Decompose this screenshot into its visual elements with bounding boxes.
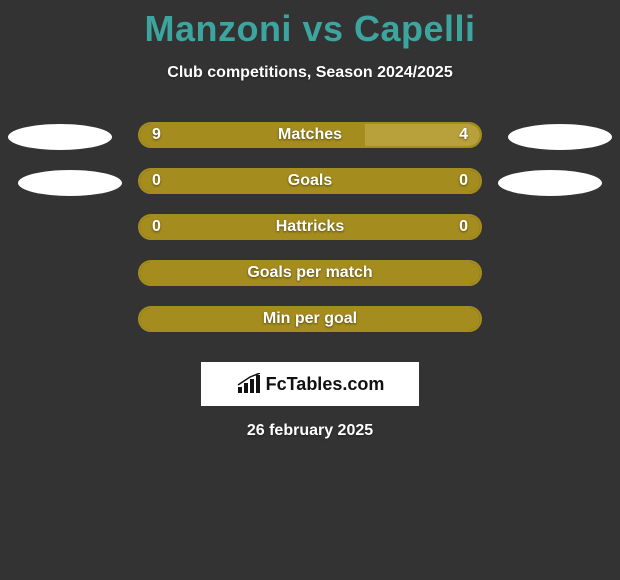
stat-bar-track: 9Matches4 [138, 122, 482, 148]
subtitle: Club competitions, Season 2024/2025 [0, 64, 620, 82]
stat-label: Min per goal [140, 308, 480, 330]
player-right-name: Capelli [354, 8, 476, 49]
stat-bar-track: 0Hattricks0 [138, 214, 482, 240]
stat-row: 0Goals0 [0, 168, 620, 214]
stat-value-right: 4 [459, 124, 468, 146]
stat-value-right: 0 [459, 170, 468, 192]
player-right-ellipse [508, 124, 612, 150]
player-left-ellipse [18, 170, 122, 196]
date-line: 26 february 2025 [0, 422, 620, 440]
vs-separator: vs [292, 8, 354, 49]
stat-label: Goals per match [140, 262, 480, 284]
stat-rows: 9Matches40Goals00Hattricks0Goals per mat… [0, 122, 620, 352]
brand-text: FcTables.com [266, 374, 385, 395]
stat-row: 9Matches4 [0, 122, 620, 168]
stat-bar-track: Goals per match [138, 260, 482, 286]
stat-bar-track: 0Goals0 [138, 168, 482, 194]
player-left-name: Manzoni [144, 8, 291, 49]
stat-row: Goals per match [0, 260, 620, 306]
stat-label: Hattricks [140, 216, 480, 238]
stat-row: 0Hattricks0 [0, 214, 620, 260]
brand-box[interactable]: FcTables.com [201, 362, 419, 406]
page-title: Manzoni vs Capelli [0, 0, 620, 50]
stat-label: Matches [140, 124, 480, 146]
stat-bar-track: Min per goal [138, 306, 482, 332]
player-right-ellipse [498, 170, 602, 196]
player-left-ellipse [8, 124, 112, 150]
stat-value-right: 0 [459, 216, 468, 238]
stat-label: Goals [140, 170, 480, 192]
chart-icon [236, 373, 262, 395]
stat-row: Min per goal [0, 306, 620, 352]
